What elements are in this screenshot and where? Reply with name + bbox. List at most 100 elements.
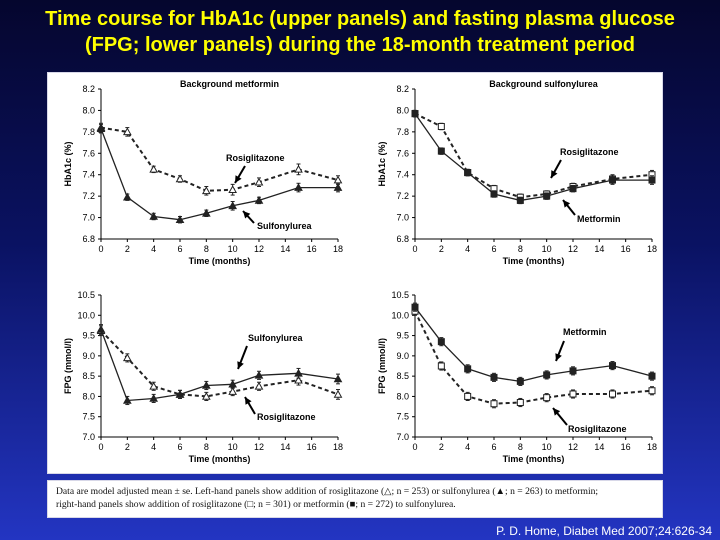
- data-point: [294, 368, 303, 377]
- data-point: [175, 174, 185, 183]
- data-point: [648, 176, 656, 184]
- chart-panel-4: 7.0 7.5 8.0 8.5 9.0 9.5 10.0 10.5 0 2 4 6 8 10 12 14 16 1…: [377, 290, 657, 464]
- citation: P. D. Home, Diabet Med 2007;24:626-34: [496, 524, 712, 538]
- data-point: [254, 177, 264, 186]
- annotation-arrowhead: [243, 211, 251, 219]
- series-line: [100, 330, 339, 398]
- data-point: [609, 176, 616, 184]
- series-metformin: [411, 109, 656, 205]
- x-tick-label: 2: [125, 244, 130, 254]
- x-tick-label: 16: [307, 244, 317, 254]
- series-sulfonylurea: [96, 324, 343, 406]
- series-metformin: [411, 302, 656, 386]
- data-point: [569, 185, 577, 193]
- data-point: [333, 175, 343, 184]
- y-tick-label: 7.4: [82, 170, 95, 180]
- y-tick-label: 8.0: [82, 105, 95, 115]
- x-tick-label: 2: [439, 244, 444, 254]
- data-point: [228, 379, 238, 388]
- series-line: [414, 306, 653, 383]
- data-point: [569, 367, 577, 375]
- data-point: [516, 196, 524, 204]
- y-tick-label: 7.8: [396, 127, 409, 137]
- x-tick-label: 4: [151, 244, 156, 254]
- y-tick-label: 8.0: [396, 391, 409, 401]
- annotation-label: Rosiglitazone: [568, 424, 627, 434]
- y-tick-label: 8.0: [396, 105, 409, 115]
- annotation-label: Rosiglitazone: [257, 412, 316, 422]
- y-tick-label: 8.0: [82, 391, 95, 401]
- annotation-arrowhead: [235, 175, 242, 183]
- data-point: [569, 390, 577, 398]
- y-tick-label: 8.5: [396, 371, 409, 381]
- x-tick-label: 14: [280, 442, 290, 452]
- data-point: [294, 164, 303, 173]
- y-tick-label: 9.0: [82, 351, 95, 361]
- data-point: [149, 211, 159, 220]
- x-tick-label: 10: [228, 442, 238, 452]
- data-point: [333, 183, 343, 191]
- annotation-label: Metformin: [563, 327, 607, 337]
- x-tick-label: 2: [125, 442, 130, 452]
- panel-title: Background metformin: [180, 79, 279, 89]
- y-tick-label: 7.2: [82, 191, 95, 201]
- data-point: [254, 195, 264, 204]
- x-tick-label: 16: [307, 442, 317, 452]
- x-tick-label: 12: [254, 244, 264, 254]
- data-point: [609, 362, 616, 370]
- y-tick-label: 7.0: [396, 213, 409, 223]
- annotation-label: Metformin: [577, 214, 621, 224]
- annotation-label: Rosiglitazone: [560, 147, 619, 157]
- data-point: [648, 372, 656, 380]
- x-axis-label: Time (months): [189, 256, 251, 266]
- data-point: [122, 192, 132, 201]
- data-point: [609, 390, 616, 398]
- data-point: [294, 183, 303, 191]
- data-point: [294, 375, 303, 384]
- y-tick-label: 8.5: [82, 371, 95, 381]
- x-tick-label: 0: [98, 442, 103, 452]
- chart-panel-3: 7.0 7.5 8.0 8.5 9.0 9.5 10.0 10.5 0 2 4 6 8 10 12 14 16 1…: [63, 290, 343, 464]
- x-tick-label: 12: [568, 244, 578, 254]
- data-point: [464, 392, 472, 400]
- y-tick-label: 7.6: [396, 148, 409, 158]
- data-point: [228, 185, 238, 194]
- data-point: [122, 353, 132, 362]
- y-axis-label: FPG (mmol/l): [377, 338, 387, 394]
- annotation-arrowhead: [245, 397, 252, 405]
- y-axis-label: HbA1c (%): [63, 141, 73, 186]
- data-point: [437, 362, 445, 370]
- x-tick-label: 8: [518, 244, 523, 254]
- chart-panel-1: 6.8 7.0 7.2 7.4 7.6 7.8 8.0 8.2 0 2 4 6 8 10 12 14 16 18 T…: [63, 79, 343, 266]
- annotation-arrowhead: [551, 170, 558, 178]
- x-tick-label: 0: [412, 244, 417, 254]
- data-point: [149, 393, 159, 402]
- data-point: [333, 389, 343, 398]
- x-tick-label: 16: [621, 442, 631, 452]
- data-point: [490, 190, 498, 198]
- x-tick-label: 8: [204, 244, 209, 254]
- y-axis-label: HbA1c (%): [377, 141, 387, 186]
- x-tick-label: 0: [98, 244, 103, 254]
- data-point: [175, 215, 185, 224]
- panel-title: Background sulfonylurea: [489, 79, 599, 89]
- x-tick-label: 4: [465, 244, 470, 254]
- y-tick-label: 7.5: [82, 412, 95, 422]
- x-tick-label: 6: [491, 442, 496, 452]
- y-tick-label: 7.8: [82, 127, 95, 137]
- x-tick-label: 10: [542, 244, 552, 254]
- data-point: [543, 371, 551, 379]
- data-point: [96, 324, 106, 333]
- x-tick-label: 8: [204, 442, 209, 452]
- data-point: [149, 381, 159, 390]
- y-tick-label: 10.0: [77, 310, 95, 320]
- series-sulfonylurea: [96, 123, 343, 224]
- figure-panel: 6.8 7.0 7.2 7.4 7.6 7.8 8.0 8.2 0 2 4 6 8 10 12 14 16 18 T…: [47, 72, 663, 474]
- data-point: [228, 387, 238, 395]
- caption-line-2: right-hand panels show addition of rosig…: [56, 499, 456, 510]
- caption-line-1: Data are model adjusted mean ± se. Left-…: [56, 486, 599, 497]
- data-point: [228, 201, 238, 210]
- x-tick-label: 10: [228, 244, 238, 254]
- y-tick-label: 6.8: [82, 234, 95, 244]
- y-tick-label: 10.5: [391, 290, 409, 300]
